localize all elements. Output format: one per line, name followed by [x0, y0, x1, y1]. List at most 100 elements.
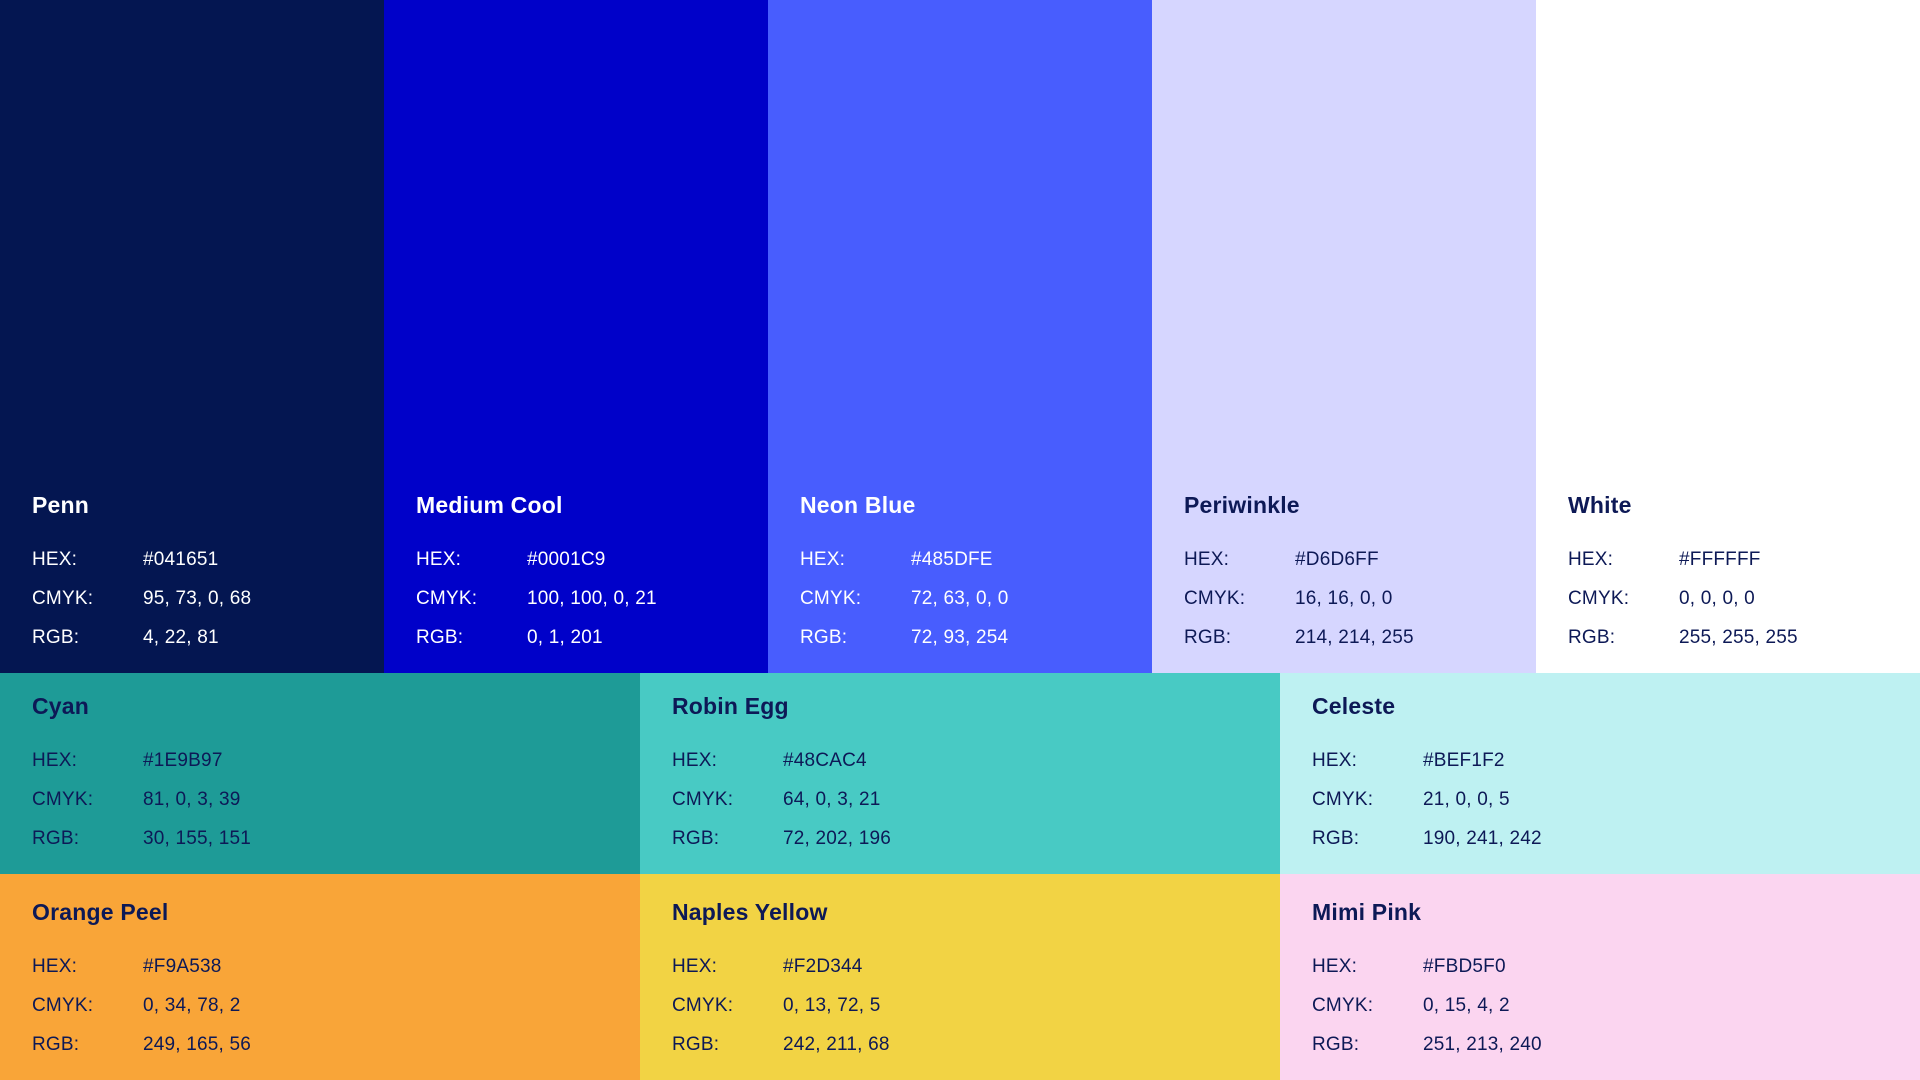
cmyk-row: CMYK: 21, 0, 0, 5 — [1312, 790, 1900, 809]
swatch-neon-blue: Neon Blue HEX: #485DFE CMYK: 72, 63, 0, … — [768, 0, 1152, 673]
cmyk-row: CMYK: 0, 34, 78, 2 — [32, 996, 620, 1015]
swatch-orange-peel: Orange Peel HEX: #F9A538 CMYK: 0, 34, 78… — [0, 874, 640, 1080]
hex-value: #FBD5F0 — [1423, 956, 1506, 977]
cmyk-row: CMYK: 0, 15, 4, 2 — [1312, 996, 1900, 1015]
rgb-row: RGB: 251, 213, 240 — [1312, 1035, 1900, 1054]
rgb-label: RGB: — [32, 1034, 80, 1055]
cmyk-value: 0, 13, 72, 5 — [783, 995, 881, 1016]
swatch-name: Mimi Pink — [1312, 899, 1422, 926]
cmyk-label: CMYK: — [1312, 789, 1374, 810]
cmyk-value: 100, 100, 0, 21 — [527, 588, 657, 609]
rgb-label: RGB: — [1312, 1034, 1360, 1055]
swatch-mimi-pink: Mimi Pink HEX: #FBD5F0 CMYK: 0, 15, 4, 2… — [1280, 874, 1920, 1080]
cmyk-row: CMYK: 64, 0, 3, 21 — [672, 790, 1260, 809]
cmyk-value: 81, 0, 3, 39 — [143, 789, 241, 810]
rgb-row: RGB: 30, 155, 151 — [32, 829, 620, 848]
palette-row-accents: Orange Peel HEX: #F9A538 CMYK: 0, 34, 78… — [0, 874, 1920, 1080]
cmyk-label: CMYK: — [672, 789, 734, 810]
hex-value: #F9A538 — [143, 956, 222, 977]
rgb-value: 214, 214, 255 — [1295, 627, 1414, 648]
hex-row: HEX: #D6D6FF — [1184, 550, 1516, 569]
hex-row: HEX: #1E9B97 — [32, 751, 620, 770]
rgb-row: RGB: 0, 1, 201 — [416, 628, 748, 647]
rgb-row: RGB: 249, 165, 56 — [32, 1035, 620, 1054]
hex-value: #1E9B97 — [143, 750, 223, 771]
swatch-name: Medium Cool — [416, 492, 563, 519]
cmyk-value: 21, 0, 0, 5 — [1423, 789, 1510, 810]
cmyk-value: 16, 16, 0, 0 — [1295, 588, 1393, 609]
hex-value: #485DFE — [911, 549, 993, 570]
hex-label: HEX: — [32, 549, 78, 570]
hex-label: HEX: — [32, 956, 78, 977]
swatch-penn: Penn HEX: #041651 CMYK: 95, 73, 0, 68 RG… — [0, 0, 384, 673]
swatch-name: Naples Yellow — [672, 899, 828, 926]
cmyk-row: CMYK: 81, 0, 3, 39 — [32, 790, 620, 809]
rgb-value: 0, 1, 201 — [527, 627, 603, 648]
swatch-white: White HEX: #FFFFFF CMYK: 0, 0, 0, 0 RGB:… — [1536, 0, 1920, 673]
swatch-name: Penn — [32, 492, 90, 519]
hex-label: HEX: — [1312, 956, 1358, 977]
hex-row: HEX: #485DFE — [800, 550, 1132, 569]
rgb-row: RGB: 72, 93, 254 — [800, 628, 1132, 647]
cmyk-label: CMYK: — [32, 588, 94, 609]
cmyk-value: 72, 63, 0, 0 — [911, 588, 1009, 609]
swatch-medium-cool: Medium Cool HEX: #0001C9 CMYK: 100, 100,… — [384, 0, 768, 673]
rgb-value: 30, 155, 151 — [143, 828, 252, 849]
hex-value: #FFFFFF — [1679, 549, 1761, 570]
hex-label: HEX: — [800, 549, 846, 570]
swatch-robin-egg: Robin Egg HEX: #48CAC4 CMYK: 64, 0, 3, 2… — [640, 673, 1280, 874]
cmyk-row: CMYK: 16, 16, 0, 0 — [1184, 589, 1516, 608]
rgb-value: 251, 213, 240 — [1423, 1034, 1542, 1055]
swatch-name: Periwinkle — [1184, 492, 1300, 519]
swatch-celeste: Celeste HEX: #BEF1F2 CMYK: 21, 0, 0, 5 R… — [1280, 673, 1920, 874]
swatch-name: Cyan — [32, 693, 90, 720]
cmyk-label: CMYK: — [1312, 995, 1374, 1016]
swatch-name: Orange Peel — [32, 899, 169, 926]
rgb-label: RGB: — [672, 828, 720, 849]
cmyk-label: CMYK: — [1568, 588, 1630, 609]
rgb-value: 249, 165, 56 — [143, 1034, 252, 1055]
cmyk-value: 0, 15, 4, 2 — [1423, 995, 1510, 1016]
hex-row: HEX: #041651 — [32, 550, 364, 569]
hex-label: HEX: — [32, 750, 78, 771]
cmyk-label: CMYK: — [1184, 588, 1246, 609]
rgb-label: RGB: — [800, 627, 848, 648]
hex-row: HEX: #F2D344 — [672, 957, 1260, 976]
rgb-row: RGB: 4, 22, 81 — [32, 628, 364, 647]
swatch-name: Celeste — [1312, 693, 1396, 720]
rgb-value: 72, 93, 254 — [911, 627, 1009, 648]
rgb-value: 72, 202, 196 — [783, 828, 892, 849]
hex-row: HEX: #FFFFFF — [1568, 550, 1900, 569]
cmyk-label: CMYK: — [672, 995, 734, 1016]
hex-row: HEX: #BEF1F2 — [1312, 751, 1900, 770]
rgb-label: RGB: — [416, 627, 464, 648]
palette-row-teals: Cyan HEX: #1E9B97 CMYK: 81, 0, 3, 39 RGB… — [0, 673, 1920, 874]
cmyk-value: 64, 0, 3, 21 — [783, 789, 881, 810]
cmyk-value: 0, 0, 0, 0 — [1679, 588, 1755, 609]
hex-value: #D6D6FF — [1295, 549, 1379, 570]
swatch-cyan: Cyan HEX: #1E9B97 CMYK: 81, 0, 3, 39 RGB… — [0, 673, 640, 874]
hex-label: HEX: — [672, 750, 718, 771]
hex-value: #F2D344 — [783, 956, 863, 977]
rgb-row: RGB: 242, 211, 68 — [672, 1035, 1260, 1054]
swatch-naples-yellow: Naples Yellow HEX: #F2D344 CMYK: 0, 13, … — [640, 874, 1280, 1080]
hex-row: HEX: #48CAC4 — [672, 751, 1260, 770]
swatch-name: Neon Blue — [800, 492, 916, 519]
swatch-name: White — [1568, 492, 1632, 519]
rgb-label: RGB: — [1568, 627, 1616, 648]
rgb-label: RGB: — [32, 828, 80, 849]
cmyk-label: CMYK: — [416, 588, 478, 609]
rgb-value: 255, 255, 255 — [1679, 627, 1798, 648]
hex-label: HEX: — [1568, 549, 1614, 570]
hex-row: HEX: #F9A538 — [32, 957, 620, 976]
hex-row: HEX: #FBD5F0 — [1312, 957, 1900, 976]
cmyk-label: CMYK: — [32, 995, 94, 1016]
hex-value: #BEF1F2 — [1423, 750, 1505, 771]
hex-value: #041651 — [143, 549, 219, 570]
cmyk-row: CMYK: 0, 13, 72, 5 — [672, 996, 1260, 1015]
rgb-label: RGB: — [1184, 627, 1232, 648]
rgb-label: RGB: — [32, 627, 80, 648]
hex-row: HEX: #0001C9 — [416, 550, 748, 569]
swatch-periwinkle: Periwinkle HEX: #D6D6FF CMYK: 16, 16, 0,… — [1152, 0, 1536, 673]
